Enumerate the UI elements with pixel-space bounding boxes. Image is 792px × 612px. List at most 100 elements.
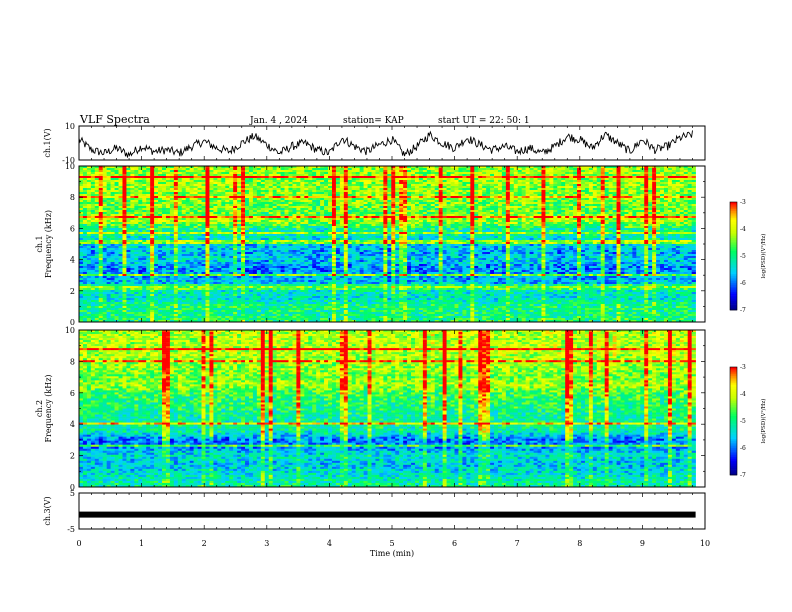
spectrogram-cell: [185, 176, 190, 179]
spectrogram-cell: [620, 204, 625, 207]
spectrogram-cell: [237, 174, 242, 177]
spectrogram-cell: [616, 222, 621, 225]
spectrogram-cell: [486, 168, 491, 171]
spectrogram-cell: [407, 166, 412, 169]
spectrogram-cell: [474, 184, 479, 187]
spectrogram-cell: [284, 226, 289, 229]
spectrogram-cell: [359, 210, 364, 213]
spectrogram-cell: [565, 214, 570, 217]
spectrogram-cell: [438, 180, 443, 183]
spectrogram-cell: [399, 180, 404, 183]
spectrogram-cell: [391, 216, 396, 219]
spectrogram-cell: [561, 226, 566, 229]
spectrogram-cell: [482, 174, 487, 177]
spectrogram-cell: [683, 188, 688, 191]
spectrogram-cell: [347, 182, 353, 185]
spectrogram-cell: [624, 192, 629, 195]
spectrogram-cell: [561, 206, 566, 209]
spectrogram-cell: [296, 224, 301, 227]
spectrogram-cell: [339, 196, 345, 199]
spectrogram-cell: [367, 176, 372, 179]
spectrogram-cell: [391, 202, 396, 205]
spectrogram-cell: [193, 224, 198, 227]
spectrogram-cell: [482, 202, 487, 205]
spectrogram-cell: [553, 212, 558, 215]
spectrogram-cell: [537, 194, 542, 197]
spectrogram-cell: [375, 222, 380, 225]
spectrogram-cell: [588, 186, 594, 189]
spectrogram-cell: [296, 172, 301, 175]
spectrogram-cell: [577, 204, 582, 207]
spectrogram-cell: [391, 218, 396, 221]
spectrogram-cell: [229, 194, 234, 197]
spectrogram-cell: [110, 218, 115, 221]
spectrogram-cell: [331, 180, 337, 183]
spectrogram-cell: [525, 216, 530, 219]
spectrogram-cell: [316, 198, 321, 201]
spectrogram-cell: [209, 172, 214, 175]
spectrogram-cell: [517, 198, 522, 201]
spectrogram-cell: [395, 226, 400, 229]
spectrogram-cell: [616, 204, 621, 207]
spectrogram-cell: [407, 210, 412, 213]
spectrogram-cell: [245, 178, 250, 181]
spectrogram-cell: [482, 190, 487, 193]
spectrogram-cell: [79, 212, 84, 215]
spectrogram-cell: [569, 166, 574, 169]
spectrogram-cell: [181, 180, 187, 183]
spectrogram-cell: [316, 190, 321, 193]
spectrogram-cell: [501, 218, 507, 221]
spectrogram-cell: [363, 204, 368, 207]
spectrogram-cell: [114, 184, 119, 187]
spectrogram-cell: [553, 214, 558, 217]
spectrogram-cell: [280, 176, 285, 179]
spectrogram-cell: [517, 210, 522, 213]
spectrogram-cell: [383, 190, 388, 193]
spectrogram-cell: [165, 182, 171, 185]
spectrogram-cell: [264, 188, 270, 191]
spectrogram-cell: [529, 186, 534, 189]
spectrogram-cell: [154, 182, 159, 185]
spectrogram-cell: [280, 220, 285, 223]
spectrogram-cell: [541, 188, 546, 191]
spectrogram-cell: [584, 188, 590, 191]
spectrogram-cell: [458, 206, 463, 209]
spectrogram-cell: [130, 222, 135, 225]
spectrogram-cell: [497, 210, 503, 213]
spectrogram-cell: [418, 204, 424, 207]
spectrogram-cell: [454, 220, 459, 223]
spectrogram-cell: [173, 190, 179, 193]
spectrogram-cell: [509, 214, 515, 217]
spectrogram-cell: [648, 214, 653, 217]
spectrogram-cell: [663, 226, 669, 229]
spectrogram-cell: [82, 182, 88, 185]
spectrogram-cell: [494, 190, 499, 193]
spectrogram-cell: [426, 206, 432, 209]
spectrogram-cell: [648, 200, 653, 203]
spectrogram-cell: [470, 192, 475, 195]
spectrogram-cell: [663, 206, 669, 209]
spectrogram-cell: [375, 212, 380, 215]
spectrogram-cell: [205, 196, 210, 199]
spectrogram-cell: [375, 202, 380, 205]
spectrogram-cell: [462, 210, 467, 213]
spectrogram-cell: [675, 192, 681, 195]
spectrogram-cell: [169, 178, 175, 181]
spectrogram-cell: [652, 172, 657, 175]
spectrogram-cell: [213, 222, 218, 225]
spectrogram-cell: [181, 184, 187, 187]
spectrogram-cell: [162, 188, 167, 191]
spectrogram-cell: [181, 192, 187, 195]
spectrogram-cell: [521, 200, 526, 203]
spectrogram-cell: [118, 190, 123, 193]
spectrogram-cell: [501, 166, 507, 169]
spectrogram-cell: [434, 214, 439, 217]
spectrogram-cell: [596, 196, 602, 199]
spectrogram-cell: [414, 170, 420, 173]
spectrogram-cell: [584, 200, 590, 203]
spectrogram-cell: [414, 174, 420, 177]
spectrogram-cell: [533, 200, 538, 203]
spectrogram-cell: [573, 198, 578, 201]
spectrogram-cell: [549, 212, 554, 215]
spectrogram-cell: [252, 192, 258, 195]
